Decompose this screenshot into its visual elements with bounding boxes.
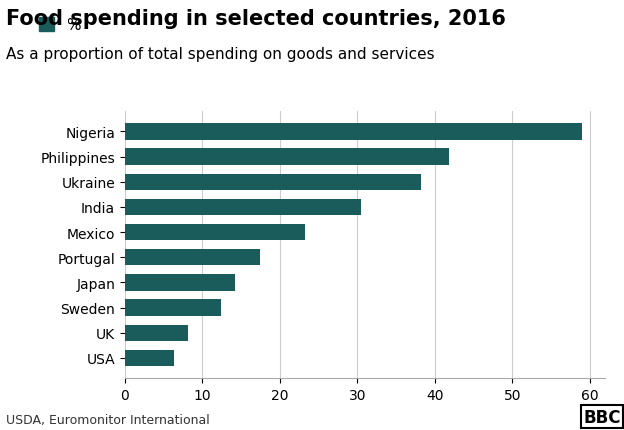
Text: BBC: BBC bbox=[583, 408, 621, 426]
Bar bbox=[125, 124, 582, 140]
Bar bbox=[125, 149, 449, 166]
Bar bbox=[125, 350, 174, 366]
Bar bbox=[125, 224, 305, 241]
Bar bbox=[125, 300, 221, 316]
Text: USDA, Euromonitor International: USDA, Euromonitor International bbox=[6, 413, 210, 426]
Bar bbox=[125, 325, 188, 341]
Bar bbox=[125, 249, 260, 266]
Bar bbox=[125, 174, 421, 190]
Legend: %: % bbox=[39, 18, 81, 33]
Bar bbox=[125, 275, 235, 291]
Bar bbox=[125, 199, 361, 215]
Text: As a proportion of total spending on goods and services: As a proportion of total spending on goo… bbox=[6, 47, 435, 62]
Text: Food spending in selected countries, 2016: Food spending in selected countries, 201… bbox=[6, 9, 506, 28]
